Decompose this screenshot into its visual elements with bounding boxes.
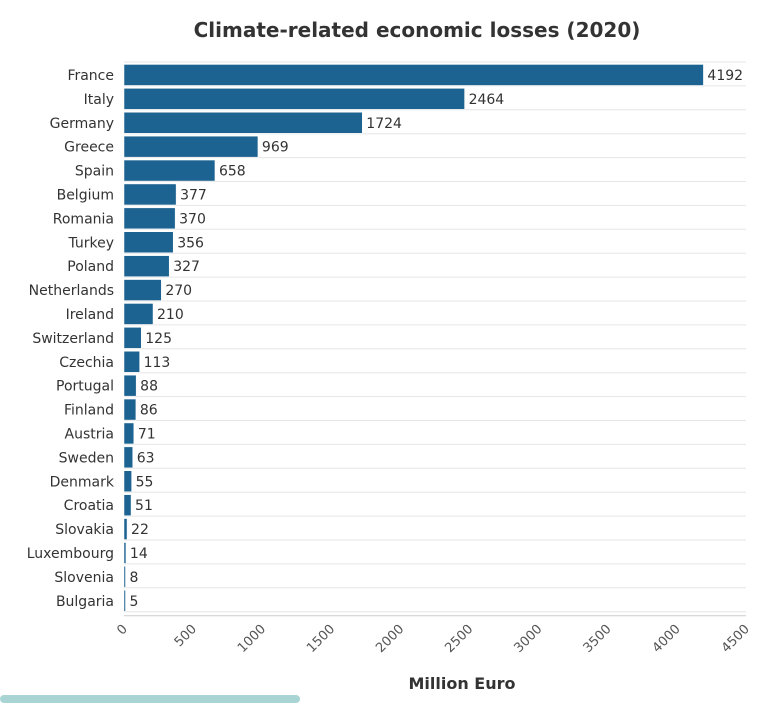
data-label: 969 bbox=[262, 140, 289, 156]
category-label: Turkey bbox=[67, 235, 114, 251]
category-label: France bbox=[67, 68, 114, 84]
bar[interactable] bbox=[123, 494, 132, 516]
axes: 0 500 1000 1500 2000 2500 3000 3500 4000 4500 bbox=[114, 615, 753, 656]
bar[interactable] bbox=[123, 255, 170, 277]
bar[interactable] bbox=[123, 446, 133, 469]
x-axis-title: Million Euro bbox=[408, 674, 516, 693]
data-label: 14 bbox=[130, 546, 148, 562]
bar[interactable] bbox=[123, 590, 126, 612]
bar[interactable] bbox=[123, 183, 177, 206]
category-label: Poland bbox=[67, 259, 114, 275]
bar[interactable] bbox=[123, 279, 162, 301]
bar[interactable] bbox=[123, 351, 140, 373]
category-label: Belgium bbox=[57, 187, 114, 203]
bar[interactable] bbox=[123, 422, 135, 445]
category-label: Italy bbox=[84, 92, 114, 108]
data-label: 377 bbox=[180, 187, 207, 203]
category-label: Slovenia bbox=[54, 570, 114, 586]
category-label: Denmark bbox=[50, 474, 115, 490]
category-label: Sweden bbox=[59, 450, 114, 466]
x-tick-label: 0 bbox=[114, 622, 130, 638]
data-label: 4192 bbox=[707, 68, 743, 84]
data-label: 55 bbox=[136, 474, 154, 490]
bar[interactable] bbox=[123, 135, 259, 158]
x-tick-label: 3000 bbox=[511, 622, 545, 656]
category-label: Croatia bbox=[64, 498, 114, 514]
category-label: Switzerland bbox=[32, 331, 114, 347]
data-label: 86 bbox=[140, 403, 158, 419]
x-tick-label: 1500 bbox=[304, 622, 338, 656]
data-label: 5 bbox=[130, 594, 139, 610]
labels: France 4192 Italy 2464 Germany 1724 Greece 969 S… bbox=[27, 68, 743, 610]
data-label: 71 bbox=[138, 426, 156, 442]
category-label: Bulgaria bbox=[56, 594, 114, 610]
category-label: Luxembourg bbox=[27, 546, 114, 562]
data-label: 125 bbox=[145, 331, 172, 347]
bar[interactable] bbox=[123, 374, 137, 397]
data-label: 88 bbox=[140, 379, 158, 395]
category-label: Netherlands bbox=[29, 283, 114, 299]
bar[interactable] bbox=[123, 112, 363, 134]
bar[interactable] bbox=[123, 159, 216, 182]
category-label: Austria bbox=[65, 426, 114, 442]
category-label: Germany bbox=[50, 116, 114, 132]
bars bbox=[123, 64, 704, 612]
data-label: 658 bbox=[219, 164, 246, 180]
x-tick-label: 500 bbox=[172, 622, 200, 650]
category-label: Spain bbox=[75, 164, 114, 180]
bar[interactable] bbox=[123, 303, 154, 325]
category-label: Finland bbox=[64, 403, 114, 419]
data-label: 370 bbox=[179, 211, 206, 227]
bar[interactable] bbox=[123, 542, 127, 564]
data-label: 327 bbox=[173, 259, 200, 275]
data-label: 2464 bbox=[469, 92, 505, 108]
data-label: 22 bbox=[131, 522, 149, 538]
category-label: Czechia bbox=[59, 355, 114, 371]
chart-title: Climate-related economic losses (2020) bbox=[193, 18, 641, 42]
data-label: 51 bbox=[135, 498, 153, 514]
x-tick-label: 1000 bbox=[235, 622, 269, 656]
bar[interactable] bbox=[123, 518, 128, 540]
x-tick-label: 3500 bbox=[581, 622, 615, 656]
bar[interactable] bbox=[123, 327, 142, 349]
category-label: Slovakia bbox=[55, 522, 114, 538]
bar[interactable] bbox=[123, 566, 126, 588]
category-label: Portugal bbox=[56, 379, 114, 395]
data-label: 356 bbox=[177, 235, 204, 251]
x-tick-label: 4000 bbox=[650, 622, 684, 656]
category-label: Greece bbox=[64, 140, 114, 156]
bar[interactable] bbox=[123, 207, 176, 230]
data-label: 210 bbox=[157, 307, 184, 323]
category-label: Romania bbox=[53, 211, 114, 227]
category-label: Ireland bbox=[66, 307, 114, 323]
data-label: 1724 bbox=[366, 116, 402, 132]
bottom-decoration bbox=[0, 695, 300, 703]
data-label: 8 bbox=[130, 570, 139, 586]
data-label: 63 bbox=[137, 450, 155, 466]
x-tick-label: 2000 bbox=[373, 622, 407, 656]
grid-lines bbox=[124, 61, 746, 613]
x-tick-label: 4500 bbox=[719, 622, 753, 656]
data-label: 270 bbox=[165, 283, 192, 299]
bar[interactable] bbox=[123, 88, 465, 110]
bar[interactable] bbox=[123, 398, 137, 421]
x-tick-label: 2500 bbox=[442, 622, 476, 656]
bar[interactable] bbox=[123, 470, 132, 492]
data-label: 113 bbox=[144, 355, 171, 371]
bar[interactable] bbox=[123, 64, 704, 86]
bar[interactable] bbox=[123, 231, 174, 253]
